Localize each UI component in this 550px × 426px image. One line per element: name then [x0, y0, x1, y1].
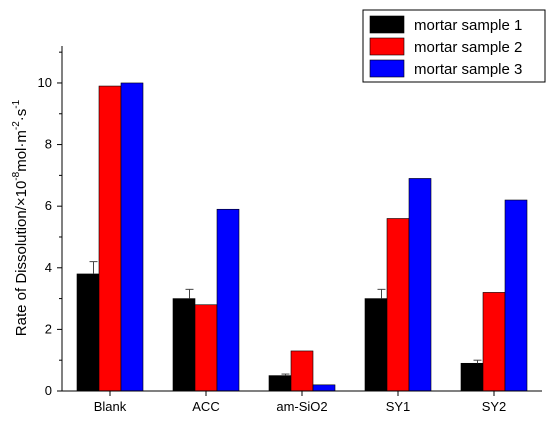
bar-3-blank: [120, 82, 144, 392]
y-axis-label-exp3: -1: [11, 99, 22, 108]
y-axis-label-exp1: -8: [11, 171, 22, 180]
y-axis-label-exp2: -2: [11, 121, 22, 130]
bar-1-acc: [172, 298, 196, 392]
legend-label-1: mortar sample 1: [414, 17, 522, 34]
y-axis-label-mid: mol·m: [13, 130, 30, 172]
x-tick-label-sy2: SY2: [482, 399, 507, 414]
y-axis-label: Rate of Dissolution/×10-8mol·m-2·s-1: [11, 99, 30, 336]
y-tick-label-4: 4: [45, 260, 52, 275]
bar-2-sy2: [482, 292, 506, 392]
legend: mortar sample 1 mortar sample 2 mortar sam…: [362, 9, 546, 83]
y-tick-label-6: 6: [45, 198, 52, 213]
x-ticks-group: Blank ACC am-SiO2 SY1 SY2: [94, 391, 507, 414]
bars-group: [76, 82, 528, 392]
y-tick-label-2: 2: [45, 321, 52, 336]
x-tick-label-sy1: SY1: [386, 399, 411, 414]
y-tick-label-0: 0: [45, 383, 52, 398]
y-tick-label-10: 10: [38, 75, 52, 90]
bar-2-blank: [98, 85, 122, 392]
error-bars-group: [89, 261, 482, 376]
bar-1-am-sio2: [268, 375, 292, 392]
bar-1-sy1: [364, 298, 388, 392]
y-axis-label-base: Rate of Dissolution/×10: [13, 181, 30, 337]
y-ticks-group: 0 2 4 6 8 10: [38, 51, 62, 398]
bar-2-am-sio2: [290, 350, 314, 392]
legend-swatch-1: [369, 15, 405, 34]
legend-swatch-3: [369, 59, 405, 78]
bar-3-sy1: [408, 178, 432, 392]
x-tick-label-acc: ACC: [192, 399, 219, 414]
bar-2-acc: [194, 304, 218, 392]
legend-label-2: mortar sample 2: [414, 39, 522, 56]
x-tick-label-blank: Blank: [94, 399, 127, 414]
y-axis-label-mid2: ·s: [13, 109, 30, 122]
bar-3-am-sio2: [312, 384, 336, 392]
bar-3-acc: [216, 208, 240, 392]
x-tick-label-am-sio2: am-SiO2: [276, 399, 327, 414]
legend-label-3: mortar sample 3: [414, 61, 522, 78]
bar-2-sy1: [386, 218, 410, 392]
y-tick-label-8: 8: [45, 137, 52, 152]
bar-1-blank: [76, 273, 100, 392]
bar-1-sy2: [460, 362, 484, 392]
legend-swatch-2: [369, 37, 405, 56]
bar-3-sy2: [504, 199, 528, 392]
